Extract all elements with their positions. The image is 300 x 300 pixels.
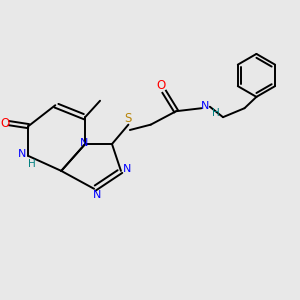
Text: N: N (93, 190, 101, 200)
Text: N: N (123, 164, 132, 174)
Text: N: N (18, 149, 26, 160)
Text: O: O (0, 117, 9, 130)
Text: S: S (125, 112, 132, 125)
Text: O: O (156, 79, 165, 92)
Text: N: N (201, 101, 209, 111)
Text: H: H (212, 108, 219, 118)
Text: N: N (80, 137, 88, 148)
Text: H: H (28, 159, 36, 169)
